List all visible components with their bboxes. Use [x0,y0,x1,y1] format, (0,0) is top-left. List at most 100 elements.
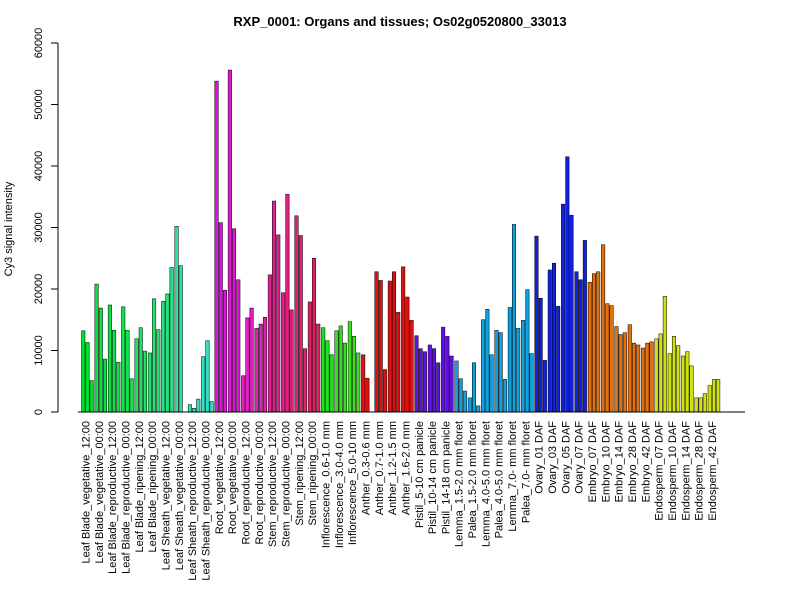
bar [205,340,210,413]
bar [321,327,326,413]
bar [467,397,472,413]
x-tick-label: Endosperm_14 DAF [680,421,692,521]
x-tick-label: Leaf Blade_reproductive_12:00 [107,421,119,574]
x-tick-label: Leaf Sheath_vegetative_00:00 [174,421,186,570]
bar [125,329,130,413]
x-tick-label: Ovary_03 DAF [547,421,559,494]
bar [178,265,183,413]
bar [614,326,619,413]
x-tick-label: Root_vegetative_00:00 [227,421,239,534]
bar [227,69,232,413]
x-tick-label: Anther_1.2-1.5 mm [387,421,399,515]
bar [671,336,676,413]
bar [382,369,387,413]
x-tick-labels: Leaf Blade_vegetative_12:00 Leaf Blade_ve… [81,421,720,581]
bar [276,234,281,413]
bar [449,355,454,413]
bar [232,228,237,413]
bar [152,298,157,413]
bar [507,307,512,413]
bar [134,338,139,413]
bar [165,293,170,413]
bar [258,323,263,413]
bar [529,353,534,413]
bar [605,303,610,413]
bar [547,269,552,413]
x-tick-label: Inflorescence_0.6-1.0 mm [320,421,332,548]
y-tick-label: 40000 [33,151,45,182]
y-tick-label: 60000 [33,28,45,59]
y-tick-label: 20000 [33,274,45,305]
x-tick-label: Leaf Sheath_reproductive_12:00 [187,421,199,581]
bar [89,380,94,413]
x-tick-label: Leaf Sheath_reproductive_00:00 [200,421,212,581]
bar [334,330,339,413]
x-tick-label: Pistil_5-10 cm panicle [414,421,426,528]
bar [534,235,539,413]
x-tick-label: Anther_1.6-2.0 mm [400,421,412,515]
x-tick-label: Leaf Blade_ripening_00:00 [147,421,159,553]
x-tick-label: Ovary_01 DAF [534,421,546,494]
bar [565,156,570,413]
x-tick-label: Anther_0.3-0.6 mm [360,421,372,515]
bar [458,378,463,413]
bar [609,305,614,413]
x-tick-label: Stem_reproductive_12:00 [267,421,279,547]
bar [272,200,277,413]
bar [574,271,579,413]
bar [302,348,307,413]
bar [142,350,147,413]
bar [711,379,716,413]
bar [129,378,134,413]
bar [538,297,543,413]
bar [587,281,592,413]
bar [102,358,107,413]
bar [116,361,121,413]
bar [85,342,90,413]
bar [187,404,192,413]
x-tick-label: Root_reproductive_00:00 [254,421,266,545]
bar [445,336,450,413]
bar [521,320,526,413]
y-tick-label: 50000 [33,89,45,120]
x-tick-label: Endosperm_10 DAF [667,421,679,521]
x-tick-label: Palea_7.0- mm floret [520,421,532,523]
bar [596,271,601,413]
bar [409,320,414,413]
bar [214,80,219,413]
bar [454,360,459,413]
bar [418,348,423,413]
bar [485,309,490,413]
bar [502,379,507,413]
bar [222,289,227,413]
bar [392,271,397,413]
x-tick-label: Ovary_05 DAF [560,421,572,494]
x-tick-label: Palea_1.5-2.0 mm floret [467,421,479,538]
x-tick-label: Root_reproductive_12:00 [240,421,252,545]
bar [578,279,583,413]
bar [196,398,201,413]
bar [201,356,206,413]
x-tick-label: Leaf Blade_vegetative_12:00 [81,421,93,564]
bar [156,329,161,413]
bar [81,330,86,413]
bar [601,244,606,413]
x-tick-label: Pistil_14-18 cm panicle [440,421,452,534]
x-tick-label: Stem_ripening_12:00 [294,421,306,526]
bar [422,351,427,413]
bar [649,341,654,413]
bar [285,194,290,413]
bar [161,301,166,413]
x-tick-label: Stem_ripening_00:00 [307,421,319,526]
bar [662,296,667,413]
bar [698,397,703,413]
bar [618,334,623,413]
bar [494,329,499,413]
bar [569,214,574,413]
bar [707,385,712,413]
bar [294,215,299,413]
bar [622,332,627,413]
bars [81,69,721,413]
bar [591,273,596,413]
